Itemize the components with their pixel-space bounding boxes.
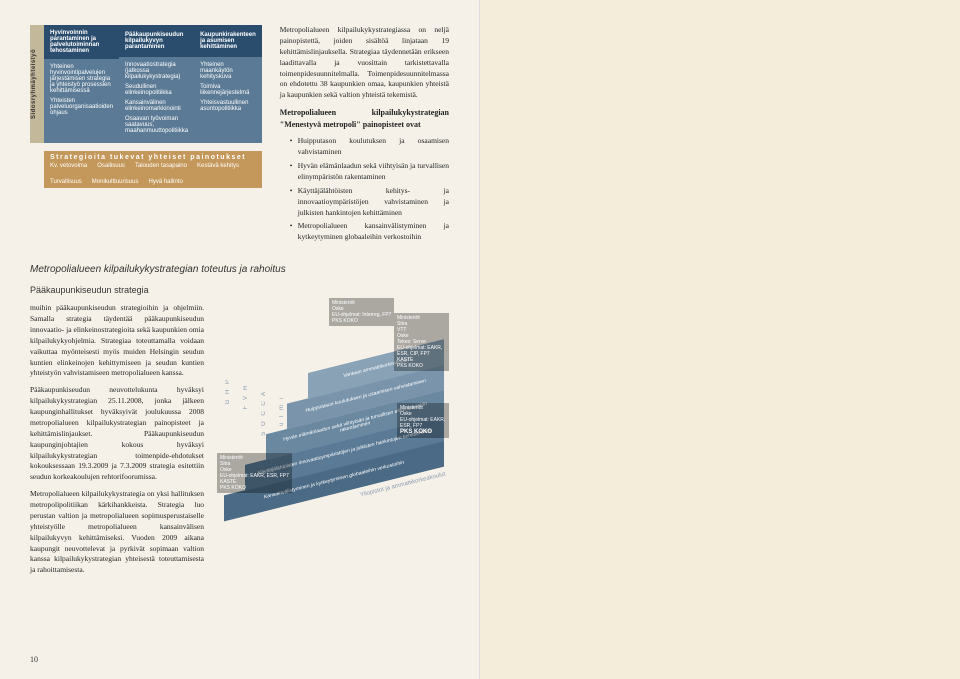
- pyramid-badge: MinisteriötOskeEU-ohjelmat: EAKR, ESR, F…: [397, 403, 449, 438]
- section-title: Metropolialueen kilpailukykystrategian t…: [30, 264, 449, 275]
- pyramid-badge: MinisteriötOskeEU-ohjelmat: Interreg, FP…: [329, 298, 394, 326]
- pyramid-diagram: G H PF V HS O C C Au l m iA L V t a rKan…: [219, 303, 449, 582]
- pyramid-side-label: S O C C A: [261, 390, 275, 436]
- col-3-body: Yhteinen maankäytön kehityskuva Toimiva …: [194, 57, 262, 143]
- intro-text: Metropolialueen kilpailukykystrategiassa…: [280, 25, 449, 246]
- col-1: Hyvinvoinnin parantaminen ja palvelutoim…: [44, 25, 119, 143]
- footer-items: Kv. vetovoima Osallisuus Talouden tasapa…: [50, 163, 256, 185]
- left-page: Sidosryhmäyhteistyö Hyvinvoinnin paranta…: [0, 0, 480, 679]
- lower-p1: muihin pääkaupunkiseudun strategioihin j…: [30, 303, 204, 379]
- table-footer: Strategioita tukevat yhteiset painotukse…: [30, 151, 262, 188]
- page-number: 10: [30, 655, 38, 664]
- strategy-table-wrap: Sidosryhmäyhteistyö Hyvinvoinnin paranta…: [30, 25, 262, 246]
- pyramid-side-label: G H P: [225, 378, 239, 404]
- col-2-body: Innovaatiostrategia (jatkossa kilpailuky…: [119, 57, 194, 143]
- lower-text: muihin pääkaupunkiseudun strategioihin j…: [30, 303, 204, 582]
- intro-p2: Metropolialueen kilpailukykystrategian "…: [280, 107, 449, 130]
- pyramid-side-label: F V H: [243, 384, 257, 409]
- strategy-table: Sidosryhmäyhteistyö Hyvinvoinnin paranta…: [30, 25, 262, 143]
- col-1-body: Yhteinen hyvinvointipalvelujen järjestäm…: [44, 59, 119, 143]
- right-page: [480, 0, 960, 679]
- pyramid-badge: MinisteriötSitraOskeEU-ohjelmat: EAKR, E…: [217, 453, 292, 493]
- col-1-header: Hyvinvoinnin parantaminen ja palvelutoim…: [44, 25, 119, 59]
- lower-p3: Metropolialueen kilpailukykystrategia on…: [30, 489, 204, 576]
- intro-p1: Metropolialueen kilpailukykystrategiassa…: [280, 25, 449, 101]
- bottom-section: muihin pääkaupunkiseudun strategioihin j…: [30, 303, 449, 582]
- lower-p2: Pääkaupunkiseudun neuvottelukunta hyväks…: [30, 385, 204, 483]
- top-section: Sidosryhmäyhteistyö Hyvinvoinnin paranta…: [30, 25, 449, 246]
- footer-content: Strategioita tukevat yhteiset painotukse…: [44, 151, 262, 188]
- col-3: Kaupunkirakenteen ja asumisen kehittämin…: [194, 25, 262, 143]
- col-2: Pääkaupunkiseudun kilpailukyvyn parantam…: [119, 25, 194, 143]
- pyramid-badge: MinisteriötSitraVTTOskeTekes: ServeEU-oh…: [394, 313, 449, 371]
- table-columns: Hyvinvoinnin parantaminen ja palvelutoim…: [44, 25, 262, 143]
- table-sidebar-label: Sidosryhmäyhteistyö: [30, 25, 44, 143]
- col-2-header: Pääkaupunkiseudun kilpailukyvyn parantam…: [119, 25, 194, 57]
- intro-bullets: Huipputason koulutuksen ja osaamisen vah…: [290, 136, 449, 243]
- col-3-header: Kaupunkirakenteen ja asumisen kehittämin…: [194, 25, 262, 57]
- footer-title: Strategioita tukevat yhteiset painotukse…: [50, 154, 256, 161]
- pyramid: G H PF V HS O C C Au l m iA L V t a rKan…: [219, 303, 449, 518]
- sub-title: Pääkaupunkiseudun strategia: [30, 285, 449, 295]
